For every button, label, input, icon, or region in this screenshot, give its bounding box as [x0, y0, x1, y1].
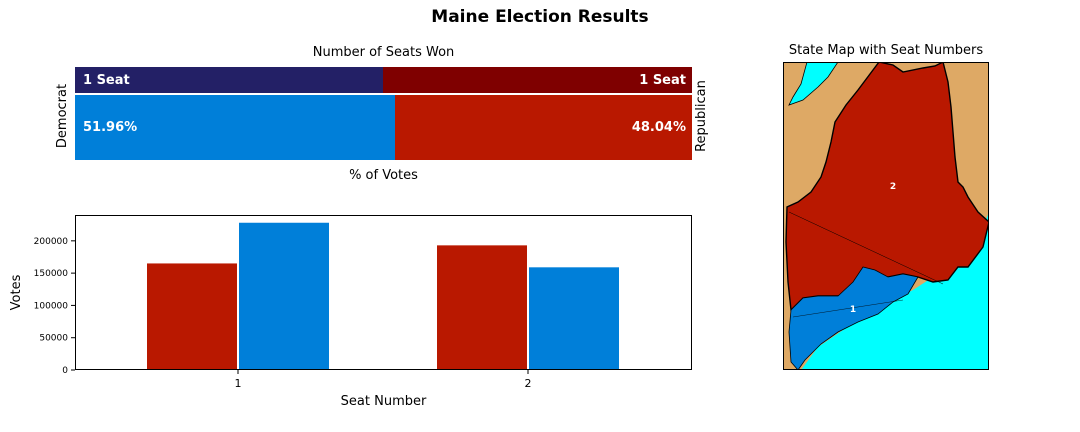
plot-frame: [75, 215, 692, 370]
x-axis-label: Seat Number: [341, 394, 427, 409]
map-seam-line: [792, 299, 904, 318]
y-tick-label: 200000: [34, 237, 69, 247]
state-map: 2 1: [783, 62, 989, 370]
dem-seat-label: 1 Seat: [83, 72, 130, 88]
vote-bar-seat-1-series-1: [147, 263, 237, 370]
map-border: [783, 62, 989, 370]
map-ocean: [801, 212, 989, 370]
map-label-district-2: 2: [890, 182, 896, 192]
map-seam-line: [788, 211, 944, 285]
x-tick-label: 1: [235, 377, 242, 390]
map-title: State Map with Seat Numbers: [788, 43, 984, 58]
rep-vote-label: 48.04%: [631, 120, 686, 135]
republican-axis-label: Republican: [694, 80, 709, 152]
main-title: Maine Election Results: [431, 7, 649, 27]
y-axis-label: Votes: [9, 274, 24, 310]
votes-percent-label: % of Votes: [349, 168, 418, 183]
vote-bar-seat-2-series-1: [437, 245, 527, 370]
map-lake-water: [788, 62, 839, 106]
map-district-1: [788, 266, 919, 370]
rep-seat-bar: 1 Seat: [383, 67, 692, 93]
rep-seat-label: 1 Seat: [639, 72, 686, 88]
map-label-district-1: 1: [850, 305, 856, 315]
dem-vote-label: 51.96%: [83, 120, 138, 135]
y-tick-label: 100000: [34, 301, 69, 311]
y-tick-label: 150000: [34, 269, 69, 279]
dem-vote-bar: 51.96%: [75, 95, 395, 160]
votes-bar-chart: 0 50000 100000 150000 200000 1 2 Seat Number Vot…: [9, 215, 692, 409]
y-tick-label: 50000: [39, 334, 68, 344]
y-tick-label: 0: [62, 366, 68, 376]
democrat-axis-label: Democrat: [55, 83, 70, 149]
rep-vote-bar: 48.04%: [395, 95, 692, 160]
dem-seat-bar: 1 Seat: [75, 67, 383, 93]
vote-bar-seat-1-series-2: [239, 222, 329, 370]
vote-bar-seat-2-series-2: [529, 267, 619, 370]
x-tick-label: 2: [525, 377, 532, 390]
seats-panel-title: Number of Seats Won: [312, 45, 455, 60]
